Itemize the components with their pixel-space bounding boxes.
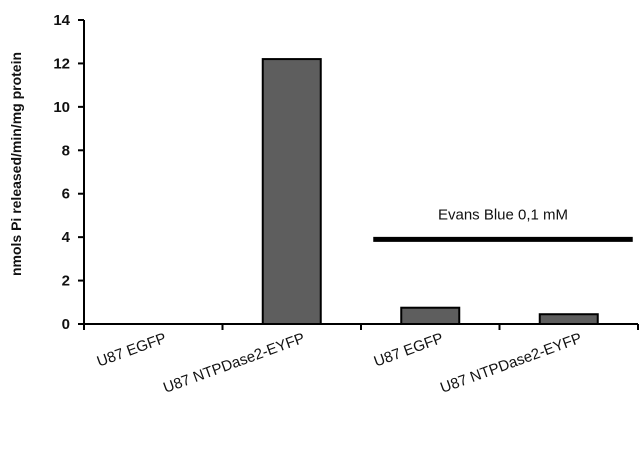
x-category-label: U87 NTPDase2-EYFP [161,330,307,397]
y-axis-label: nmols Pi released/min/mg protein [8,52,24,276]
y-tick-label: 8 [62,142,70,159]
annotation-label: Evans Blue 0,1 mM [438,206,568,223]
y-tick-label: 10 [53,99,70,116]
bar [400,306,461,326]
bar [538,313,599,326]
y-tick-label: 14 [53,12,70,29]
x-category-label: U87 NTPDase2-EYFP [438,330,584,397]
y-tick-label: 2 [62,273,70,290]
x-category-label: U87 EGFP [95,330,169,371]
x-category-label: U87 EGFP [372,330,446,371]
y-tick-label: 0 [62,316,70,333]
bar [261,58,322,325]
y-tick-label: 12 [53,55,70,72]
y-tick-label: 4 [62,229,71,246]
y-tick-label: 6 [62,186,70,203]
